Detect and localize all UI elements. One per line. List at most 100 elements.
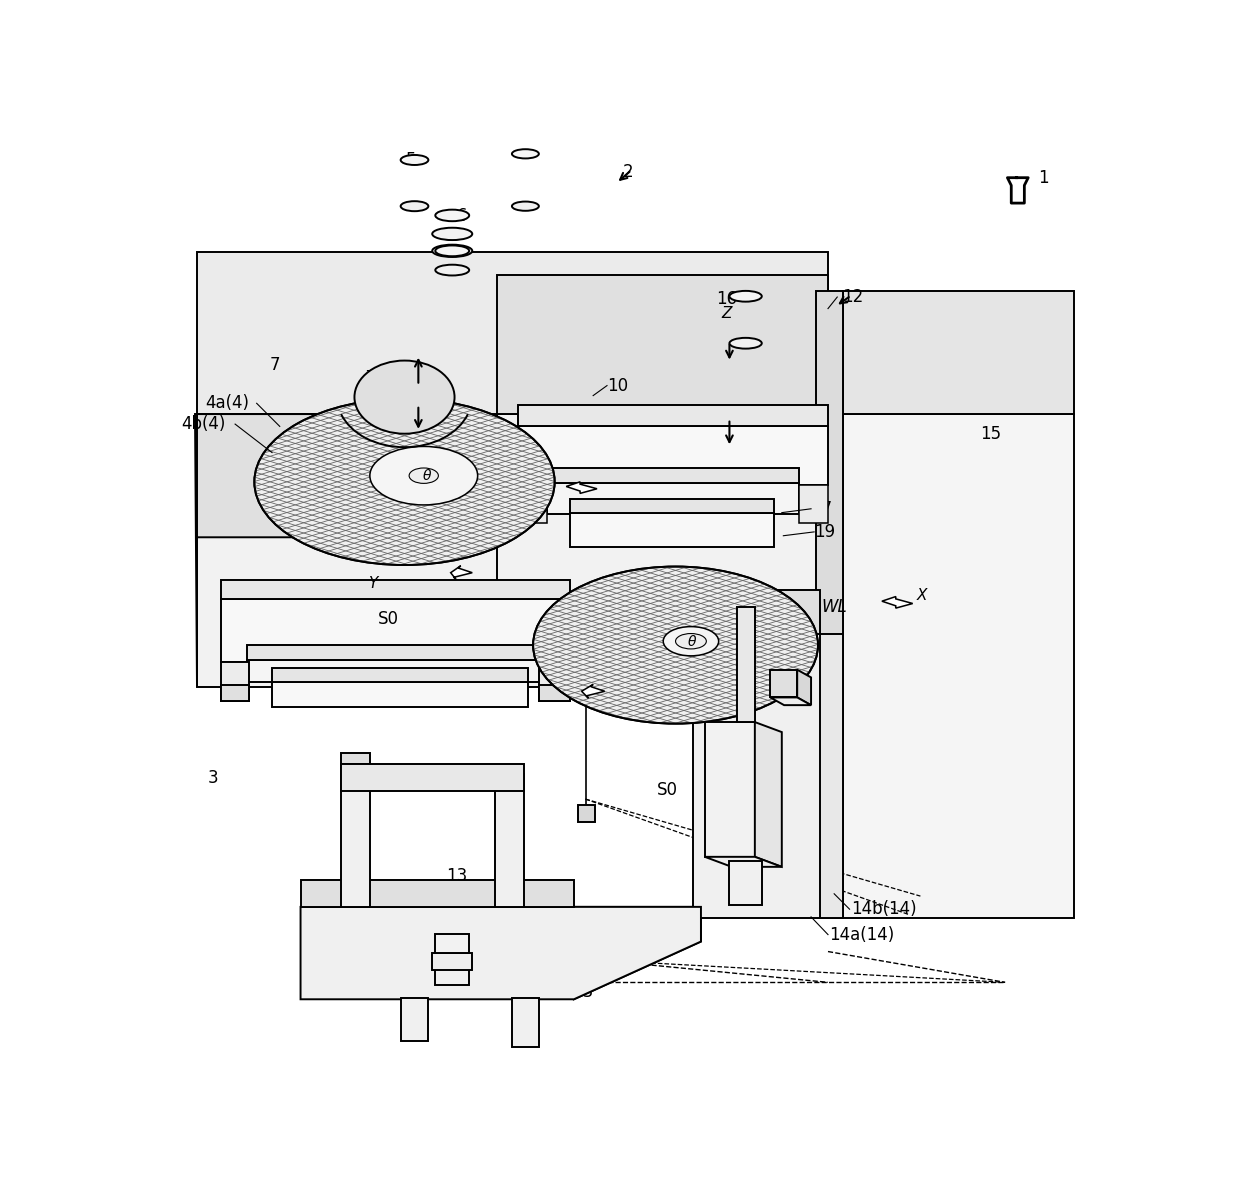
Text: Z: Z xyxy=(365,371,374,385)
Polygon shape xyxy=(341,753,370,764)
Ellipse shape xyxy=(676,633,707,648)
Polygon shape xyxy=(843,291,1074,414)
Polygon shape xyxy=(221,685,249,701)
Ellipse shape xyxy=(435,228,469,240)
Ellipse shape xyxy=(435,265,469,275)
Text: 14b(14): 14b(14) xyxy=(851,900,916,918)
Text: 5: 5 xyxy=(405,151,415,169)
Polygon shape xyxy=(247,660,547,682)
Polygon shape xyxy=(221,662,249,701)
Polygon shape xyxy=(797,670,811,706)
Polygon shape xyxy=(435,954,469,986)
Polygon shape xyxy=(341,764,523,791)
Polygon shape xyxy=(693,633,821,918)
Text: 6: 6 xyxy=(458,207,467,225)
Text: $\theta$: $\theta$ xyxy=(687,634,698,648)
Polygon shape xyxy=(197,253,828,414)
Polygon shape xyxy=(755,722,781,867)
Polygon shape xyxy=(816,291,843,918)
Text: Z: Z xyxy=(722,306,733,322)
Text: 17: 17 xyxy=(811,499,832,517)
Text: 14a(14): 14a(14) xyxy=(830,926,895,944)
Text: 12: 12 xyxy=(842,288,863,306)
Ellipse shape xyxy=(663,627,719,656)
Polygon shape xyxy=(582,684,605,699)
Text: S0: S0 xyxy=(657,781,678,799)
Polygon shape xyxy=(518,405,828,426)
Polygon shape xyxy=(221,598,570,662)
Ellipse shape xyxy=(435,210,469,222)
Ellipse shape xyxy=(435,246,469,256)
Text: 16: 16 xyxy=(715,290,737,308)
Text: 13: 13 xyxy=(446,867,467,886)
Ellipse shape xyxy=(433,228,472,240)
Polygon shape xyxy=(272,669,528,682)
Ellipse shape xyxy=(512,149,539,159)
Ellipse shape xyxy=(729,337,761,348)
Polygon shape xyxy=(704,857,781,867)
Text: WL: WL xyxy=(822,597,848,615)
Polygon shape xyxy=(512,998,539,1047)
Polygon shape xyxy=(195,414,197,688)
Polygon shape xyxy=(221,579,570,598)
Polygon shape xyxy=(495,775,523,786)
Ellipse shape xyxy=(512,201,539,211)
Polygon shape xyxy=(770,697,811,706)
Polygon shape xyxy=(704,722,755,857)
Polygon shape xyxy=(567,482,596,493)
Polygon shape xyxy=(197,414,589,538)
Text: 4b(4): 4b(4) xyxy=(181,415,226,433)
Polygon shape xyxy=(799,485,828,523)
Polygon shape xyxy=(539,662,570,701)
Text: X: X xyxy=(916,589,928,603)
Text: 4a(4): 4a(4) xyxy=(205,395,249,412)
Polygon shape xyxy=(272,682,528,707)
Polygon shape xyxy=(435,933,469,954)
Polygon shape xyxy=(574,907,701,999)
Text: 2: 2 xyxy=(622,163,634,181)
Polygon shape xyxy=(843,414,1074,918)
Text: Y: Y xyxy=(542,682,551,697)
Polygon shape xyxy=(1007,178,1028,203)
Text: 1: 1 xyxy=(1038,169,1049,187)
Polygon shape xyxy=(816,633,843,918)
Polygon shape xyxy=(729,861,761,905)
Ellipse shape xyxy=(355,360,455,434)
Polygon shape xyxy=(539,685,570,701)
Polygon shape xyxy=(497,275,828,414)
Polygon shape xyxy=(570,513,774,546)
Ellipse shape xyxy=(254,398,554,565)
Polygon shape xyxy=(518,426,828,485)
Polygon shape xyxy=(450,566,472,579)
Text: 3: 3 xyxy=(208,769,218,787)
Polygon shape xyxy=(570,498,774,513)
Polygon shape xyxy=(495,786,523,907)
Polygon shape xyxy=(737,607,755,722)
Polygon shape xyxy=(693,590,821,633)
Text: $\theta$: $\theta$ xyxy=(423,468,433,483)
Ellipse shape xyxy=(409,468,439,484)
Ellipse shape xyxy=(401,201,428,211)
Text: 10: 10 xyxy=(608,377,629,395)
Text: 23: 23 xyxy=(573,982,594,1000)
Polygon shape xyxy=(497,414,828,598)
Polygon shape xyxy=(401,998,428,1041)
Text: S0: S0 xyxy=(377,610,398,628)
Text: 19: 19 xyxy=(815,523,836,541)
Ellipse shape xyxy=(370,447,477,505)
Ellipse shape xyxy=(433,244,472,257)
Polygon shape xyxy=(770,670,797,697)
Polygon shape xyxy=(341,764,370,907)
Text: X: X xyxy=(596,478,608,493)
Polygon shape xyxy=(518,485,547,523)
Polygon shape xyxy=(433,954,472,970)
Polygon shape xyxy=(300,907,701,999)
Ellipse shape xyxy=(533,566,818,724)
Polygon shape xyxy=(578,806,595,822)
Polygon shape xyxy=(197,538,589,688)
Text: W: W xyxy=(310,508,327,526)
Polygon shape xyxy=(547,484,799,514)
Polygon shape xyxy=(300,880,574,907)
Polygon shape xyxy=(547,468,799,484)
Text: Y: Y xyxy=(367,576,377,591)
